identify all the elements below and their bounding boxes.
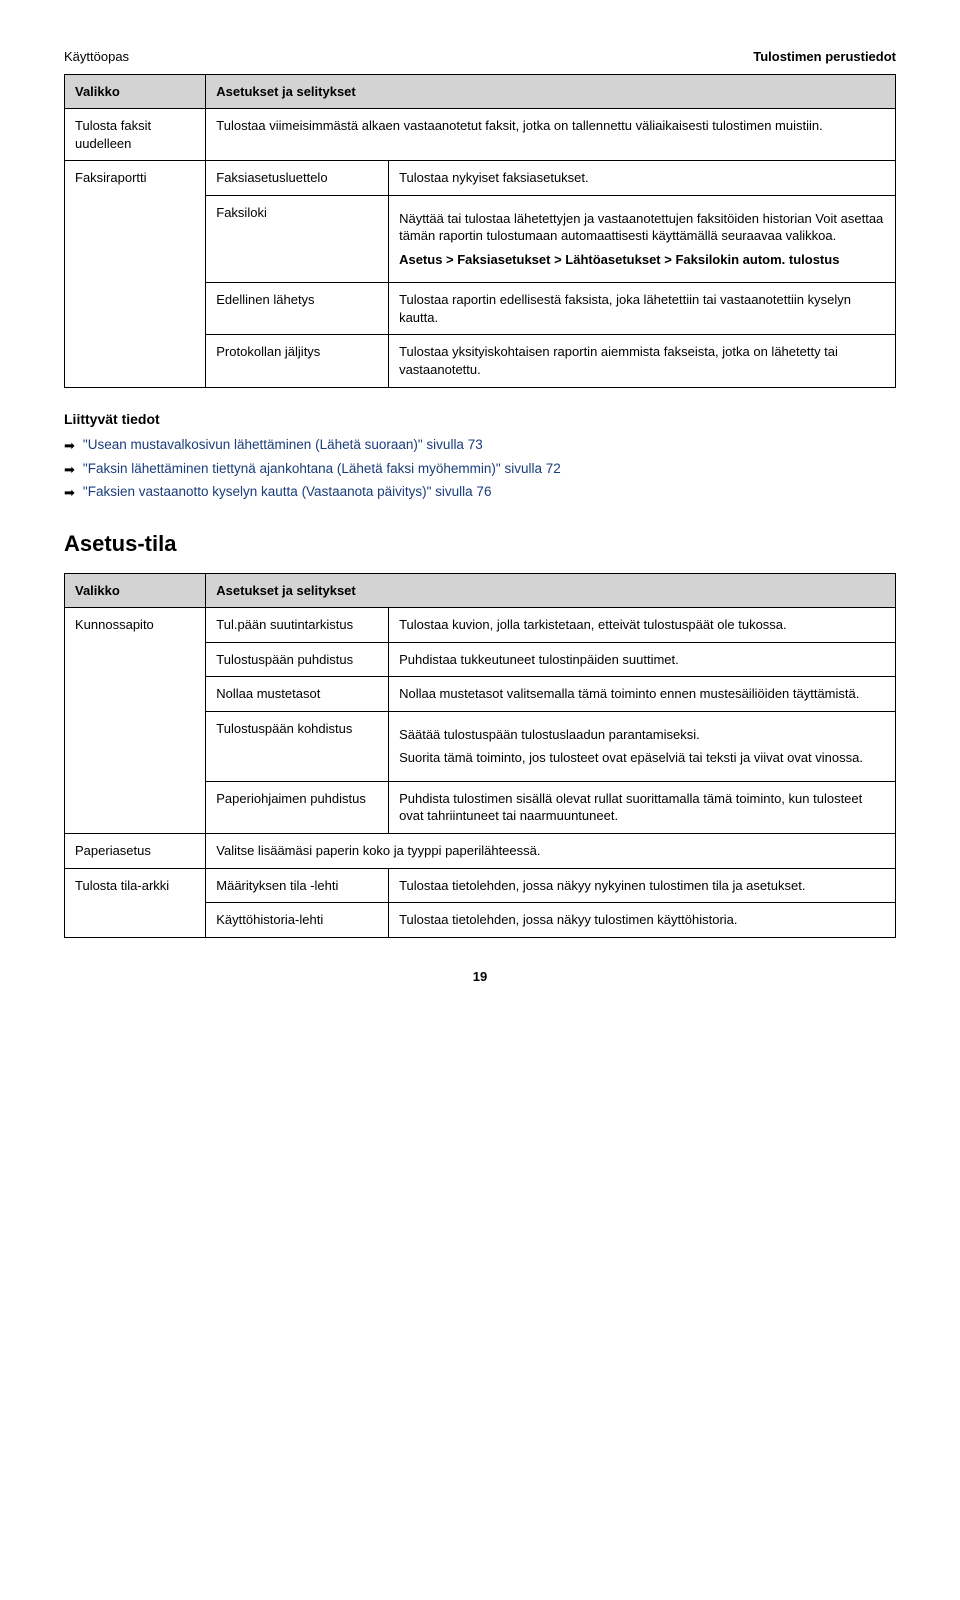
related-heading: Liittyvät tiedot [64,410,896,429]
cell: Valitse lisäämäsi paperin koko ja tyyppi… [206,834,896,869]
cell: Nollaa mustetasot [206,677,389,712]
cell: Tulosta tila-arkki [65,868,206,937]
th-valikko: Valikko [65,573,206,608]
link-text: "Faksien vastaanotto kyselyn kautta (Vas… [83,483,492,501]
cell: Puhdistaa tukkeutuneet tulostinpäiden su… [389,642,896,677]
related-link-item[interactable]: ➡ "Faksien vastaanotto kyselyn kautta (V… [64,483,896,503]
cell: Tulostaa yksityiskohtaisen raportin aiem… [389,335,896,387]
cell: Tulostaa nykyiset faksiasetukset. [389,161,896,196]
header-left: Käyttöopas [64,48,129,66]
table-faksi: Valikko Asetukset ja selitykset Tulosta … [64,74,896,388]
table-row: Tulosta tila-arkki Määrityksen tila -leh… [65,868,896,903]
cell: Nollaa mustetasot valitsemalla tämä toim… [389,677,896,712]
th-asetukset: Asetukset ja selitykset [206,74,896,109]
cell: Paperiasetus [65,834,206,869]
table-row: Paperiasetus Valitse lisäämäsi paperin k… [65,834,896,869]
related-link-item[interactable]: ➡ "Usean mustavalkosivun lähettäminen (L… [64,436,896,456]
cell: Puhdista tulostimen sisällä olevat rulla… [389,781,896,833]
cell-text: Säätää tulostuspään tulostuslaadun paran… [399,726,885,744]
cell: Tulostaa viimeisimmästä alkaen vastaanot… [206,109,896,161]
page-number: 19 [64,968,896,986]
cell: Protokollan jäljitys [206,335,389,387]
cell: Edellinen lähetys [206,283,389,335]
link-text: "Usean mustavalkosivun lähettäminen (Läh… [83,436,483,454]
th-asetukset: Asetukset ja selitykset [206,573,896,608]
page-header: Käyttöopas Tulostimen perustiedot [64,48,896,66]
cell: Säätää tulostuspään tulostuslaadun paran… [389,711,896,781]
cell: Näyttää tai tulostaa lähetettyjen ja vas… [389,195,896,283]
table-row: Kunnossapito Tul.pään suutintarkistus Tu… [65,608,896,643]
th-valikko: Valikko [65,74,206,109]
arrow-icon: ➡ [64,483,75,503]
cell: Tulostaa kuvion, jolla tarkistetaan, ett… [389,608,896,643]
cell: Tulostaa tietolehden, jossa näkyy tulost… [389,903,896,938]
cell-text: Suorita tämä toiminto, jos tulosteet ova… [399,749,885,767]
cell-breadcrumb: Asetus > Faksiasetukset > Lähtöasetukset… [399,251,885,269]
arrow-icon: ➡ [64,436,75,456]
cell-text: Näyttää tai tulostaa lähetettyjen ja vas… [399,210,885,245]
table-asetus: Valikko Asetukset ja selitykset Kunnossa… [64,573,896,938]
arrow-icon: ➡ [64,460,75,480]
cell: Käyttöhistoria-lehti [206,903,389,938]
cell: Tulostuspään kohdistus [206,711,389,781]
cell: Tulostaa raportin edellisestä faksista, … [389,283,896,335]
table-header-row: Valikko Asetukset ja selitykset [65,573,896,608]
cell: Tulostuspään puhdistus [206,642,389,677]
related-links: ➡ "Usean mustavalkosivun lähettäminen (L… [64,436,896,503]
related-link-item[interactable]: ➡ "Faksin lähettäminen tiettynä ajankoht… [64,460,896,480]
cell: Määrityksen tila -lehti [206,868,389,903]
cell: Tulostaa tietolehden, jossa näkyy nykyin… [389,868,896,903]
section-title-asetus-tila: Asetus-tila [64,529,896,559]
cell: Faksiloki [206,195,389,283]
cell: Tulosta faksit uudelleen [65,109,206,161]
cell: Faksiasetusluettelo [206,161,389,196]
table-header-row: Valikko Asetukset ja selitykset [65,74,896,109]
link-text: "Faksin lähettäminen tiettynä ajankohtan… [83,460,561,478]
header-right: Tulostimen perustiedot [753,48,896,66]
cell: Kunnossapito [65,608,206,834]
cell: Faksiraportti [65,161,206,387]
table-row: Tulosta faksit uudelleen Tulostaa viimei… [65,109,896,161]
cell: Paperiohjaimen puhdistus [206,781,389,833]
table-row: Faksiraportti Faksiasetusluettelo Tulost… [65,161,896,196]
cell: Tul.pään suutintarkistus [206,608,389,643]
